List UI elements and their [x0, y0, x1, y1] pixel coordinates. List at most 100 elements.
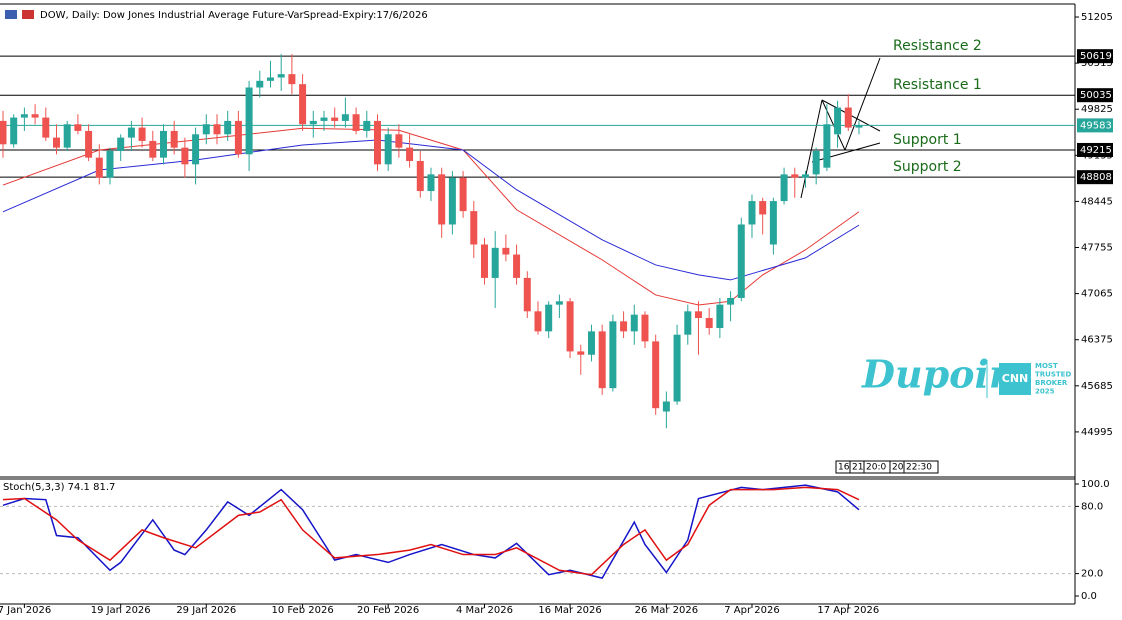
candle-body: [523, 277, 531, 312]
candle-body: [63, 124, 71, 148]
candle-body: [673, 334, 681, 402]
candle-body: [491, 247, 499, 278]
candle-body: [159, 130, 167, 158]
candle-body: [416, 160, 424, 192]
candle-body: [106, 150, 114, 178]
candle-body: [812, 150, 820, 175]
candle-body: [555, 301, 563, 305]
candle-body: [609, 321, 617, 389]
level-label: 50035: [1080, 90, 1112, 101]
candle-body: [534, 311, 542, 332]
candle-body: [42, 117, 50, 138]
y-tick-label: 20.0: [1081, 569, 1103, 580]
candle-body: [791, 174, 799, 178]
moving-average: [2, 127, 860, 306]
candle-body: [0, 120, 7, 145]
candle-body: [566, 301, 574, 352]
candle-body: [95, 157, 103, 178]
y-tick-label: 100.0: [1081, 479, 1110, 490]
candle-body: [470, 211, 478, 245]
x-tick-label: 16 Mar 2026: [538, 605, 601, 616]
last-price-label: 49583: [1080, 120, 1112, 131]
level-label: 48808: [1080, 172, 1112, 183]
candle-body: [459, 177, 467, 212]
candle-body: [694, 311, 702, 318]
candle-body: [117, 137, 125, 151]
candle-body: [266, 77, 274, 81]
candle-body: [395, 134, 403, 148]
candle-body: [759, 201, 767, 215]
candle-body: [801, 174, 809, 178]
candle-body: [352, 114, 360, 131]
candle-body: [748, 201, 756, 225]
x-tick-label: 7 Jan 2026: [0, 605, 51, 616]
time-tag: 20:0: [866, 463, 886, 473]
candle-body: [331, 117, 339, 121]
candle-body: [138, 127, 146, 141]
time-tag: 16: [838, 463, 850, 473]
candle-body: [149, 140, 157, 158]
candle-body: [213, 124, 221, 135]
candle-body: [727, 297, 735, 305]
candle-body: [577, 351, 585, 355]
time-tag: 22:30: [906, 463, 932, 473]
last-price-box: [1077, 118, 1113, 133]
candle-body: [373, 120, 381, 165]
icon: [5, 10, 17, 19]
y-tick-label: 44995: [1081, 427, 1113, 438]
candle-body: [630, 314, 638, 332]
logo-brand: Dupoin: [861, 352, 1017, 397]
candle-body: [834, 107, 842, 135]
level-label-box: [1077, 170, 1113, 185]
candle-body: [662, 401, 670, 412]
y-tick-label: 47755: [1081, 243, 1113, 254]
y-tick-label: 50515: [1081, 58, 1113, 69]
trend-line: [844, 57, 881, 151]
x-tick-label: 26 Mar 2026: [635, 605, 698, 616]
candle-body: [192, 134, 200, 165]
candle-body: [363, 120, 371, 131]
candle-body: [513, 254, 521, 278]
candle-body: [10, 117, 18, 145]
trend-line: [800, 99, 823, 199]
candle-body: [288, 74, 296, 85]
candle-body: [31, 114, 39, 118]
stochastic-line: [2, 484, 860, 579]
candle-body: [438, 174, 446, 225]
candle-body: [780, 174, 788, 202]
x-tick-label: 29 Jan 2026: [176, 605, 236, 616]
candle-body: [480, 244, 488, 278]
level-annotation: Support 2: [893, 159, 962, 175]
candle-body: [245, 87, 253, 155]
level-label-box: [1077, 88, 1113, 103]
level-label-box: [1077, 49, 1113, 64]
candle-body: [224, 120, 232, 135]
candle-body: [320, 117, 328, 121]
candle-body: [448, 177, 456, 225]
candle-body: [427, 174, 435, 192]
chart-title: DOW, Daily: Dow Jones Industrial Average…: [40, 10, 428, 21]
logo-badge: CNN: [1002, 372, 1029, 385]
candle-body: [406, 147, 414, 161]
logo-text: MOST: [1035, 362, 1058, 370]
y-tick-label: 45685: [1081, 381, 1113, 392]
x-tick-label: 4 Mar 2026: [456, 605, 513, 616]
candle-body: [170, 130, 178, 148]
y-tick-label: 0.0: [1081, 591, 1097, 602]
indicator-label: Stoch(5,3,3) 74.1 81.7: [3, 482, 115, 493]
y-tick-label: 46375: [1081, 335, 1113, 346]
candle-body: [181, 147, 189, 165]
candle-body: [309, 120, 317, 125]
candle-body: [299, 84, 307, 125]
candle-body: [545, 304, 553, 332]
y-tick-label: 80.0: [1081, 501, 1103, 512]
level-annotation: Support 1: [893, 132, 962, 148]
candle-body: [823, 124, 831, 168]
candle-body: [620, 321, 628, 332]
logo-text: BROKER: [1035, 379, 1068, 387]
candle-body: [202, 124, 210, 135]
candle-body: [587, 331, 595, 355]
y-tick-label: 49825: [1081, 104, 1113, 115]
x-tick-label: 20 Feb 2026: [357, 605, 419, 616]
